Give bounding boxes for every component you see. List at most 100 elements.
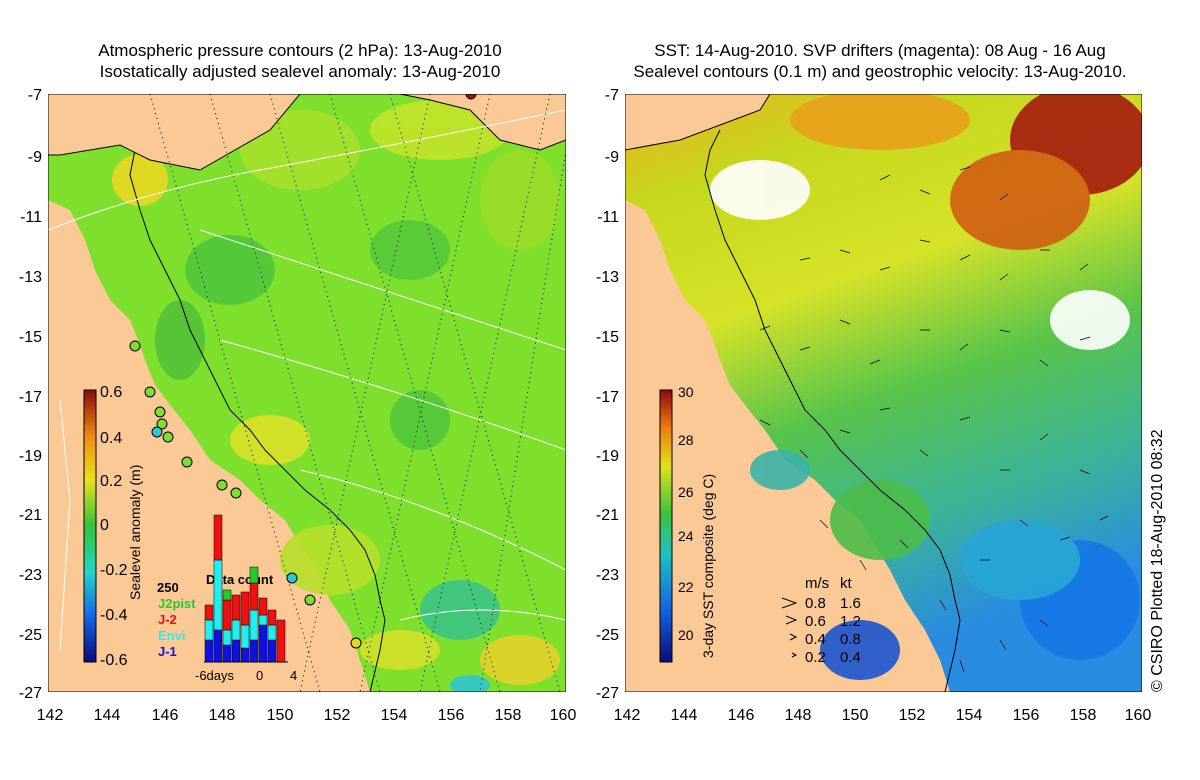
vel-row-2-kt: 0.8: [840, 631, 861, 648]
sla-tick-2: 0.2: [100, 473, 122, 490]
lon-tick: 146: [152, 707, 179, 724]
dc-xtick-2: 4: [290, 668, 297, 683]
right-lon-axis: 142 144 146 148 150 152 154 156 158 160: [614, 707, 1152, 724]
lat-tick: -9: [605, 149, 619, 166]
left-tide-gauge-markers: [129, 94, 477, 649]
left-sealevel-map: [48, 94, 566, 692]
vel-row-3-kt: 0.4: [840, 649, 861, 666]
sla-tick-5: -0.4: [100, 607, 128, 624]
lat-tick: -27: [596, 685, 619, 702]
sla-tick-6: -0.6: [100, 652, 128, 669]
data-count-inset: 250 Data count J2pist J-2 Envi J-1 -6day…: [157, 514, 297, 683]
lat-tick: -23: [596, 567, 619, 584]
right-title-line2: Sealevel contours (0.1 m) and geostrophi…: [633, 62, 1127, 81]
lat-tick: -13: [596, 269, 619, 286]
sst-tick-5: 20: [678, 627, 694, 643]
dc-xtick-1: 0: [256, 668, 263, 683]
sst-tick-0: 30: [678, 384, 694, 400]
vel-row-0-ms: 0.8: [805, 595, 826, 612]
vel-row-0-kt: 1.6: [840, 595, 861, 612]
sla-colorbar-label: Sealevel anomaly (m): [127, 465, 143, 600]
left-lon-axis: 142 144 146 148 150 152 154 156 158 160: [37, 707, 577, 724]
lat-tick: -7: [28, 87, 42, 104]
lat-tick: -11: [20, 209, 42, 226]
vel-row-2-ms: 0.4: [805, 631, 826, 648]
right-velocity-arrows: [759, 166, 1109, 673]
legend-envi: Envi: [158, 628, 185, 643]
lat-tick: -17: [19, 389, 42, 406]
left-title-line1: Atmospheric pressure contours (2 hPa): 1…: [98, 41, 502, 60]
right-sst-map: [625, 94, 1142, 692]
sst-tick-3: 24: [678, 528, 694, 544]
lon-tick: 146: [728, 707, 755, 724]
sla-colorbar-strip: [83, 389, 97, 663]
lon-tick: 156: [438, 707, 465, 724]
left-lat-axis: -7 -9 -11 -13 -15 -17 -19 -21 -23 -25 -2…: [19, 87, 42, 702]
data-count-bars: [204, 514, 286, 663]
sst-colorbar-label: 3-day SST composite (deg C): [700, 474, 716, 658]
sst-colorbar-strip: [659, 389, 673, 663]
lon-tick: 142: [614, 707, 641, 724]
data-count-max: 250: [157, 580, 179, 595]
legend-j1: J-1: [158, 644, 177, 659]
lat-tick: -21: [596, 507, 619, 524]
lat-tick: -7: [605, 87, 619, 104]
sla-tick-3: 0: [100, 517, 109, 534]
right-map-title: SST: 14-Aug-2010. SVP drifters (magenta)…: [580, 40, 1180, 82]
lon-tick: 160: [1125, 707, 1152, 724]
vel-row-3-ms: 0.2: [805, 649, 826, 666]
lon-tick: 148: [785, 707, 812, 724]
sst-tick-4: 22: [678, 579, 694, 595]
lat-tick: -21: [19, 507, 42, 524]
left-satellite-tracks: [149, 94, 566, 692]
left-coastline: [129, 129, 386, 692]
lon-tick: 152: [324, 707, 351, 724]
lon-tick: 158: [495, 707, 522, 724]
right-colorbar: 30 28 26 24 22 20 3-day SST composite (d…: [659, 384, 716, 663]
lat-tick: -25: [19, 627, 42, 644]
csiro-credit: © CSIRO Plotted 18-Aug-2010 08:32: [1149, 429, 1166, 692]
velocity-legend-ms-header: m/s: [805, 575, 829, 592]
sla-tick-1: 0.4: [100, 430, 122, 447]
lat-tick: -9: [28, 149, 42, 166]
right-title-line1: SST: 14-Aug-2010. SVP drifters (magenta)…: [654, 41, 1106, 60]
lat-tick: -13: [19, 269, 42, 286]
left-pressure-contours: [48, 109, 566, 651]
lat-tick: -17: [596, 389, 619, 406]
lon-tick: 154: [381, 707, 408, 724]
lat-tick: -15: [596, 329, 619, 346]
velocity-arrow-0-6: [785, 615, 798, 625]
lon-tick: 150: [267, 707, 294, 724]
lat-tick: -19: [19, 448, 42, 465]
left-new-guinea-coast: [48, 94, 566, 171]
dc-xtick-0: -6days: [195, 668, 235, 683]
left-anomaly-patches: [112, 100, 560, 692]
lon-tick: 152: [899, 707, 926, 724]
sla-colorbar-ticks: 0.6 0.4 0.2 0 -0.2 -0.4 -0.6: [100, 384, 128, 669]
lat-tick: -27: [19, 685, 42, 702]
lat-tick: -11: [597, 209, 619, 226]
velocity-arrow-0-8: [781, 597, 798, 609]
lat-tick: -23: [19, 567, 42, 584]
lon-tick: 144: [671, 707, 698, 724]
velocity-arrow-0-4: [789, 633, 798, 641]
sla-tick-4: -0.2: [100, 562, 128, 579]
lon-tick: 156: [1013, 707, 1040, 724]
lon-tick: 142: [37, 707, 64, 724]
vel-row-1-kt: 1.2: [840, 613, 861, 630]
right-sst-patches: [710, 94, 1142, 680]
right-coastline: [704, 129, 961, 692]
lat-tick: -15: [19, 329, 42, 346]
sst-tick-1: 28: [678, 432, 694, 448]
lat-tick: -19: [596, 448, 619, 465]
left-map-title: Atmospheric pressure contours (2 hPa): 1…: [60, 40, 540, 82]
vel-row-1-ms: 0.6: [805, 613, 826, 630]
left-title-line2: Isostatically adjusted sealevel anomaly:…: [99, 62, 501, 81]
sla-tick-0: 0.6: [100, 384, 122, 401]
lon-tick: 144: [94, 707, 121, 724]
lon-tick: 158: [1070, 707, 1097, 724]
sst-tick-2: 26: [678, 484, 694, 500]
velocity-legend-kt-header: kt: [840, 575, 853, 592]
velocity-arrow-0-2: [791, 652, 798, 658]
